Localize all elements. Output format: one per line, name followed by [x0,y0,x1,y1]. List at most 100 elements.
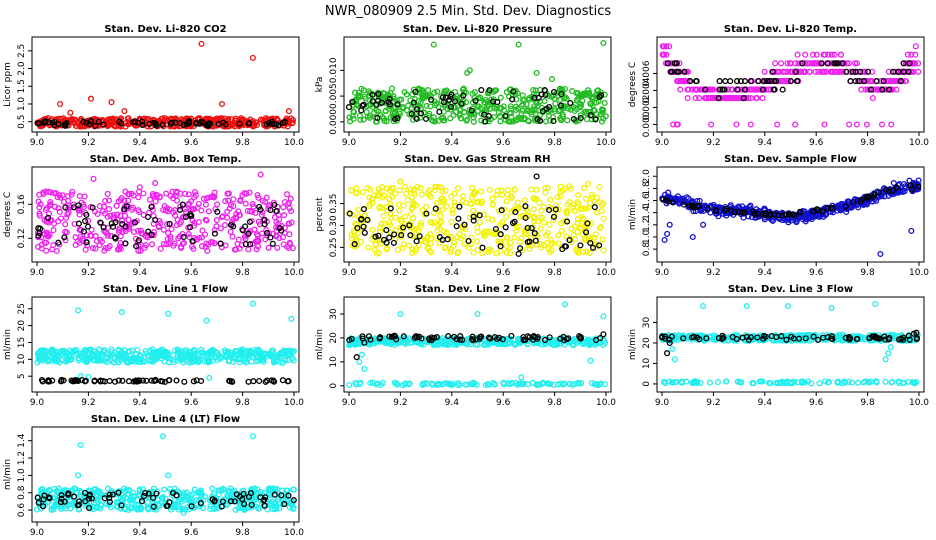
data-point [202,201,209,208]
data-point [227,221,235,229]
data-point [408,110,415,117]
data-point [437,213,444,220]
data-point [539,108,547,115]
data-point [787,78,794,85]
data-point [687,78,694,85]
data-point [157,220,164,227]
data-point [708,121,715,128]
data-point [558,117,565,124]
data-point [410,99,417,106]
data-point [588,220,595,227]
x-tick-label: 9.0 [30,138,45,148]
x-tick-label: 9.4 [133,398,148,408]
data-point [857,68,864,75]
data-point [533,241,540,248]
data-point [395,201,402,208]
data-point [511,186,518,193]
data-point [564,117,571,124]
data-point [36,204,43,211]
data-point [157,245,164,252]
data-point [50,227,57,234]
data-point [474,107,482,114]
data-point [165,310,172,317]
data-point [689,233,696,241]
data-point [279,377,286,384]
data-point [587,112,594,119]
data-point [223,214,231,221]
data-point [587,357,594,364]
data-point [225,190,232,197]
plot-frame [31,36,300,133]
data-point [403,190,410,197]
data-point [50,220,58,227]
data-point [286,231,293,238]
data-point [229,233,236,240]
data-point [755,78,762,85]
data-point [246,119,253,126]
plot-frame [343,36,612,133]
data-point [598,208,605,215]
data-point [169,188,176,195]
panel-title: Stan. Dev. Li-820 CO2 [104,24,226,35]
data-point [227,202,235,209]
data-point [489,216,496,223]
data-point [546,103,553,111]
data-point [508,110,515,117]
data-point [417,222,424,229]
data-point [422,115,430,122]
data-point [596,224,603,232]
data-point [535,218,542,225]
data-point [386,219,393,226]
data-point [843,68,850,75]
data-point [747,78,755,85]
data-point [218,100,226,108]
data-point [389,110,396,117]
y-tick-label: 5 [17,373,27,379]
data-point [722,78,729,85]
data-point [289,245,296,252]
data-point [531,94,538,101]
data-point [861,78,868,85]
data-point [105,197,113,204]
data-point [503,89,510,96]
data-point [759,95,766,102]
x-tick-label: 9.6 [809,398,824,408]
data-point [464,116,471,123]
data-point [582,108,589,115]
data-point [772,60,779,67]
panel-title: Stan. Dev. Line 3 Flow [728,284,853,295]
data-point [366,97,373,104]
data-point [478,86,485,94]
data-point [544,229,551,236]
data-point [515,250,522,257]
data-point [448,91,455,98]
data-point [666,221,673,228]
y-tick-label: 0.000 [329,109,339,135]
data-point [265,244,272,251]
data-point [550,114,557,121]
data-point [465,244,472,251]
data-point [75,220,82,227]
data-point [400,241,407,248]
data-point [502,213,510,220]
data-point [254,192,261,199]
data-point [440,228,448,235]
data-point [497,94,504,101]
data-point [122,188,129,195]
data-point [692,78,700,85]
y-tick-label: 0.35 [329,194,339,214]
data-point [599,236,606,243]
data-point [50,190,58,197]
data-point [361,365,368,373]
data-point [519,92,526,99]
data-point [168,119,175,126]
x-tick-label: 9.0 [655,138,670,148]
data-point [132,118,139,125]
data-point [597,224,604,231]
data-point [692,86,699,93]
x-tick-label: 10.0 [596,268,616,278]
series-all [659,43,922,128]
data-point [82,218,89,225]
data-point [167,233,174,240]
